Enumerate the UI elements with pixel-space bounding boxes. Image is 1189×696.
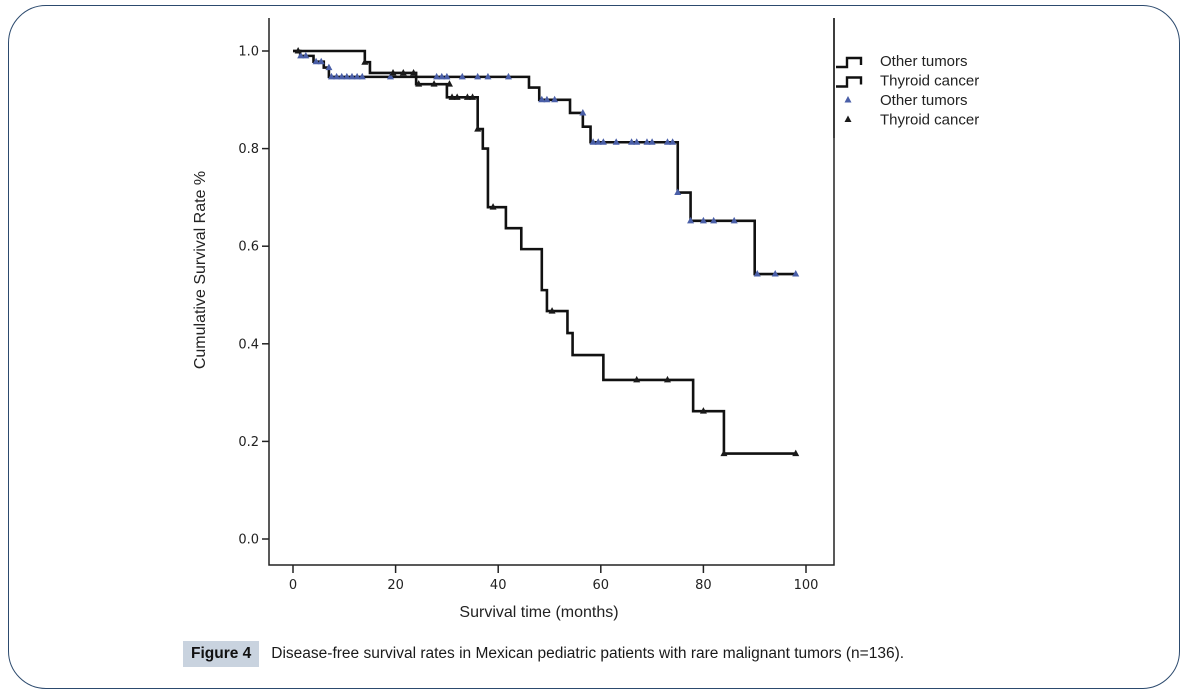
censor-marker-other-tumors [474, 72, 482, 80]
censor-marker-thyroid-cancer [489, 203, 497, 210]
y-tick-label: 0.8 [238, 142, 259, 157]
censor-marker-other-tumors [504, 72, 512, 80]
censor-marker-other-tumors [317, 57, 325, 65]
censor-marker-other-tumors [358, 72, 366, 80]
legend-marker-symbol [844, 96, 852, 103]
censor-marker-other-tumors [297, 51, 305, 59]
censor-marker-thyroid-cancer [663, 375, 671, 383]
censor-marker-thyroid-cancer [445, 80, 453, 87]
censor-marker-thyroid-cancer [792, 449, 800, 457]
legend: Other tumors Thyroid cancer Other tumors Th… [833, 18, 979, 138]
figure-caption: Figure 4 Disease-free survival rates in … [183, 641, 904, 667]
series-line-thyroid-cancer [293, 49, 796, 455]
censor-marker-other-tumors [338, 72, 346, 80]
x-tick-label: 40 [490, 578, 507, 593]
figure-label: Figure 4 [183, 641, 260, 667]
censor-marker-thyroid-cancer [720, 449, 728, 457]
censor-marker-other-tumors [669, 138, 677, 145]
censor-marker-thyroid-cancer [361, 58, 369, 65]
censor-marker-other-tumors [579, 108, 587, 116]
censor-marker-thyroid-cancer [548, 307, 556, 314]
censor-marker-other-tumors [648, 138, 656, 145]
censor-marker-other-tumors [327, 72, 335, 80]
censor-marker-other-tumors [730, 216, 738, 224]
censor-marker-other-tumors [325, 63, 333, 71]
censor-marker-thyroid-cancer [415, 80, 423, 87]
censor-marker-other-tumors [594, 138, 602, 145]
y-axis-title: Cumulative Survival Rate % [192, 171, 209, 369]
censor-marker-other-tumors [348, 72, 356, 80]
censor-marker-other-tumors [674, 188, 682, 196]
censor-marker-thyroid-cancer [474, 125, 482, 132]
figure-frame [8, 5, 1180, 689]
censor-marker-other-tumors [792, 270, 800, 277]
censor-marker-thyroid-cancer [410, 68, 418, 76]
legend-label: Other tumors [880, 92, 968, 109]
censor-marker-other-tumors [643, 138, 651, 145]
censor-marker-other-tumors [589, 138, 597, 145]
x-tick-label: 80 [695, 578, 712, 593]
series-markers [294, 47, 800, 457]
censor-marker-other-tumors [551, 95, 559, 103]
y-tick-label: 0.4 [238, 337, 259, 352]
censor-marker-thyroid-cancer [430, 80, 438, 87]
censor-marker-thyroid-cancer [469, 93, 477, 100]
censor-marker-other-tumors [710, 216, 718, 224]
censor-marker-other-tumors [628, 138, 636, 145]
censor-marker-other-tumors [312, 57, 320, 65]
legend-label: Thyroid cancer [880, 73, 979, 90]
censor-marker-thyroid-cancer [453, 93, 461, 100]
censor-marker-thyroid-cancer [389, 68, 397, 76]
censor-marker-other-tumors [538, 95, 546, 103]
censor-marker-other-tumors [353, 72, 361, 80]
censor-marker-other-tumors [458, 72, 466, 80]
censor-marker-thyroid-cancer [448, 93, 456, 100]
x-tick-label: 60 [593, 578, 610, 593]
legend-marker-symbol [844, 115, 852, 122]
censor-marker-other-tumors [771, 270, 779, 277]
x-tick-label: 20 [387, 578, 404, 593]
x-axis-title: Survival time (months) [459, 604, 618, 621]
censor-marker-other-tumors [543, 95, 551, 103]
y-tick-label: 0.6 [238, 240, 259, 255]
censor-marker-other-tumors [438, 72, 446, 80]
censor-marker-other-tumors [599, 138, 607, 145]
legend-label: Other tumors [880, 53, 968, 70]
censor-marker-other-tumors [333, 72, 341, 80]
censor-marker-thyroid-cancer [294, 47, 302, 54]
y-tick-label: 1.0 [238, 45, 259, 60]
censor-marker-other-tumors [343, 72, 351, 80]
censor-marker-other-tumors [663, 138, 671, 145]
censor-marker-other-tumors [612, 138, 620, 145]
x-tick-label: 100 [794, 578, 819, 593]
censor-marker-thyroid-cancer [399, 68, 407, 76]
censor-marker-other-tumors [443, 72, 451, 80]
series-lines [293, 49, 796, 455]
axes: 0.0 0.2 0.4 0.6 0.8 1.0 0 20 40 60 80 100 [238, 18, 835, 593]
censor-marker-thyroid-cancer [633, 375, 641, 383]
censor-marker-other-tumors [484, 72, 492, 80]
censor-marker-other-tumors [302, 51, 310, 59]
plot-frame [268, 18, 835, 566]
censor-marker-other-tumors [386, 72, 394, 80]
y-tick-label: 0.2 [238, 435, 259, 450]
legend-line-symbol [836, 76, 863, 88]
caption-text: Disease-free survival rates in Mexican p… [271, 645, 905, 662]
legend-line-symbol [836, 56, 863, 69]
legend-label: Thyroid cancer [880, 112, 979, 129]
censor-marker-thyroid-cancer [463, 93, 471, 100]
censor-marker-other-tumors [433, 72, 441, 80]
censor-marker-other-tumors [633, 138, 641, 145]
censor-marker-other-tumors [699, 216, 707, 224]
censor-marker-other-tumors [753, 270, 761, 277]
y-tick-label: 0.0 [238, 533, 259, 548]
censor-marker-thyroid-cancer [699, 407, 707, 414]
series-line-other-tumors [293, 49, 796, 276]
censor-marker-other-tumors [687, 216, 695, 224]
x-tick-label: 0 [289, 578, 297, 593]
